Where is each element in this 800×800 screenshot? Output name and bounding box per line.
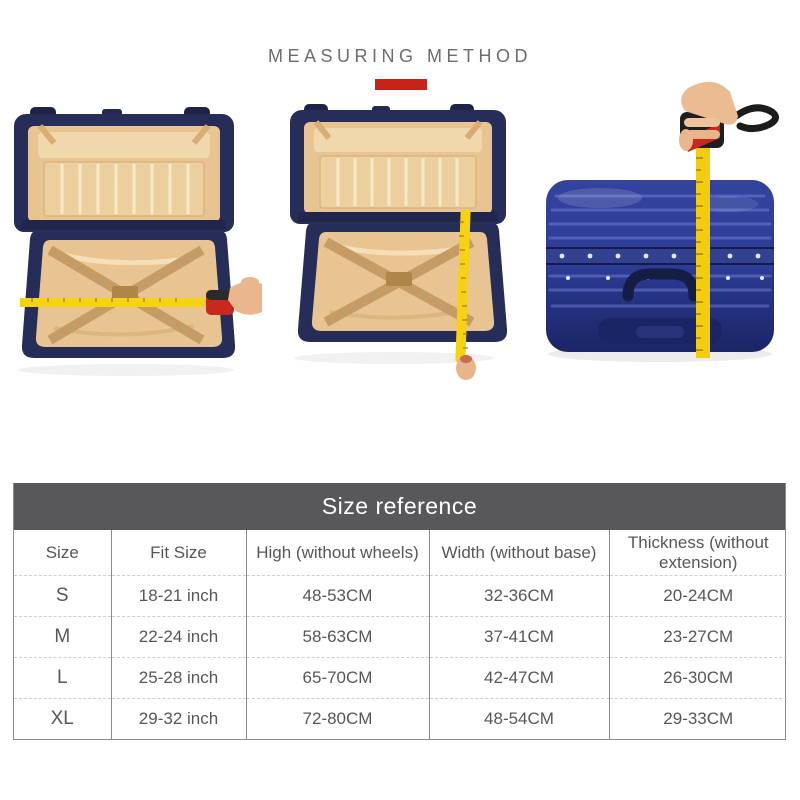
cell-width: 48-54CM — [428, 698, 609, 739]
cell-size: L — [14, 657, 111, 699]
cell-width: 37-41CM — [428, 616, 609, 658]
photo-open-suitcase-width-measure — [14, 107, 262, 376]
photo-closed-suitcase-height-measure — [546, 81, 779, 362]
cell-high: 58-63CM — [245, 616, 429, 658]
cell-fit-size: 29-32 inch — [110, 698, 246, 739]
cell-thickness: 23-27CM — [608, 616, 787, 658]
col-header-fit-size: Fit Size — [110, 530, 246, 576]
cell-size: M — [14, 616, 111, 658]
table-row-s: S 18-21 inch 48-53CM 32-36CM 20-24CM — [14, 575, 787, 617]
col-header-thickness: Thickness (without extension) — [608, 530, 787, 576]
col-header-high: High (without wheels) — [245, 530, 429, 576]
cell-fit-size: 22-24 inch — [110, 616, 246, 658]
col-header-width: Width (without base) — [428, 530, 609, 576]
cell-high: 72-80CM — [245, 698, 429, 739]
cell-high: 48-53CM — [245, 575, 429, 617]
size-reference-title: Size reference — [14, 483, 785, 530]
table-header-row: Size Fit Size High (without wheels) Widt… — [14, 530, 787, 576]
cell-fit-size: 18-21 inch — [110, 575, 246, 617]
cell-high: 65-70CM — [245, 657, 429, 699]
title-accent-bar — [375, 79, 427, 90]
table-row-l: L 25-28 inch 65-70CM 42-47CM 26-30CM — [14, 657, 787, 699]
cell-fit-size: 25-28 inch — [110, 657, 246, 699]
table-row-m: M 22-24 inch 58-63CM 37-41CM 23-27CM — [14, 616, 787, 658]
cell-thickness: 29-33CM — [608, 698, 787, 739]
size-reference-section: Size reference Size Fit Size High (witho… — [13, 483, 787, 740]
cell-size: S — [14, 575, 111, 617]
cell-size: XL — [14, 698, 111, 739]
page-title: MEASURING METHOD — [267, 46, 532, 66]
photo-open-suitcase-depth-measure — [290, 104, 508, 380]
col-header-size: Size — [45, 542, 79, 562]
size-reference-table: Size Fit Size High (without wheels) Widt… — [14, 530, 787, 739]
cell-width: 42-47CM — [428, 657, 609, 699]
cell-thickness: 20-24CM — [608, 575, 787, 617]
cell-thickness: 26-30CM — [608, 657, 787, 699]
table-row-xl: XL 29-32 inch 72-80CM 48-54CM 29-33CM — [14, 698, 787, 739]
cell-width: 32-36CM — [428, 575, 609, 617]
